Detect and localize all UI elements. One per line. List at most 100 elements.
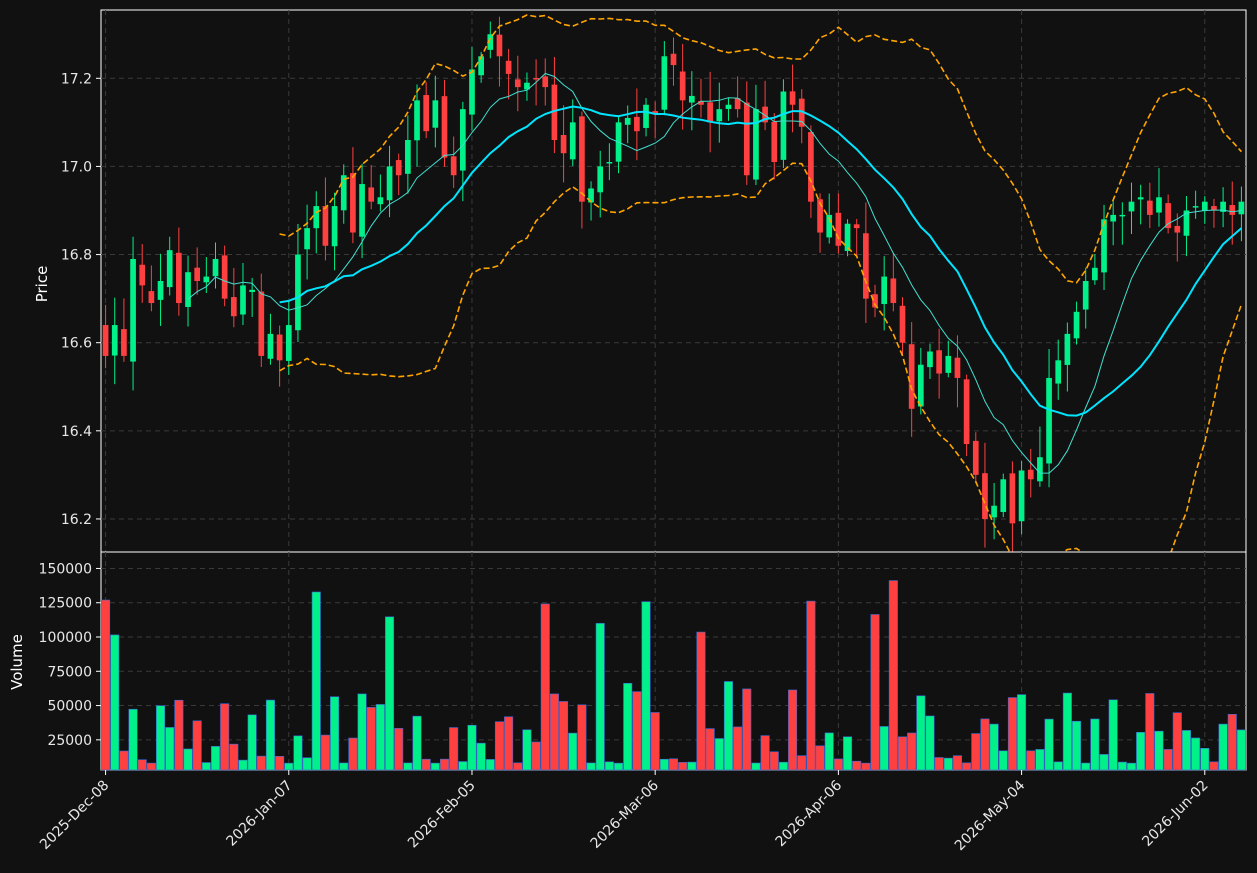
candle-body xyxy=(634,116,640,132)
volume-bar xyxy=(888,580,898,771)
candle xyxy=(1082,267,1089,329)
candle-body xyxy=(505,60,512,74)
candle xyxy=(139,243,146,303)
candle-body xyxy=(808,132,814,202)
sma-fast-line xyxy=(187,72,1242,474)
candle-body xyxy=(652,111,659,114)
candle xyxy=(524,72,530,101)
price-panel: 16.2 16.4 16.6 16.8 17.0 17.2 Price xyxy=(33,9,1247,553)
candle-body xyxy=(670,53,677,66)
volume-axis-label: Volume xyxy=(8,634,26,690)
volume-bar xyxy=(339,762,349,771)
volume-bar xyxy=(174,699,184,771)
candle-body xyxy=(533,78,539,80)
candle xyxy=(1220,187,1226,228)
volume-bar xyxy=(595,623,605,771)
volume-bar xyxy=(824,732,834,771)
candle xyxy=(972,432,979,484)
candle-body xyxy=(927,351,933,368)
volume-bar xyxy=(659,758,669,771)
volume-bar xyxy=(101,599,111,771)
candle xyxy=(634,88,640,161)
candle-body xyxy=(1201,201,1208,212)
candle-body xyxy=(212,258,219,277)
volume-bar xyxy=(1227,714,1237,771)
volume-bar xyxy=(971,733,981,771)
candle-body xyxy=(679,71,686,101)
candle xyxy=(1046,349,1052,488)
candle xyxy=(881,256,888,331)
volume-bar xyxy=(513,762,523,771)
volume-panel-frame xyxy=(100,551,1247,771)
volume-bar xyxy=(229,743,239,771)
candle-body xyxy=(844,223,851,251)
volume-bar xyxy=(375,704,385,771)
volume-bar xyxy=(165,727,175,771)
volume-bar xyxy=(449,727,459,771)
volume-bar xyxy=(1181,730,1191,771)
volume-bar xyxy=(843,736,853,771)
candle-body xyxy=(313,206,320,229)
volume-bar xyxy=(1053,761,1063,771)
candle-body xyxy=(1238,201,1245,215)
volume-bar xyxy=(504,716,514,771)
candle-body xyxy=(469,69,475,115)
candle xyxy=(624,105,631,144)
candle-body xyxy=(817,199,823,233)
volume-bar xyxy=(998,750,1008,771)
candle-body xyxy=(972,440,979,475)
volume-bar xyxy=(1136,732,1146,771)
volume-bar xyxy=(467,724,477,771)
candle xyxy=(560,105,567,183)
candle xyxy=(1055,339,1062,400)
candle-body xyxy=(936,350,942,374)
volume-y-tick-label: 150000 xyxy=(39,561,92,577)
candle xyxy=(863,202,869,323)
volume-grid xyxy=(101,552,1246,770)
candle-body xyxy=(908,344,915,409)
candle-body xyxy=(148,291,155,304)
volume-bar xyxy=(293,735,303,771)
volume-bar xyxy=(256,755,266,771)
candle xyxy=(963,374,970,457)
candle xyxy=(899,297,906,356)
volume-bar xyxy=(1017,694,1027,771)
candle-body xyxy=(853,224,860,229)
volume-bar xyxy=(806,600,816,771)
candle xyxy=(945,340,952,378)
volume-bar xyxy=(668,758,679,771)
candle-body xyxy=(863,233,869,299)
volume-y-ticks: 25000 50000 75000 100000 125000 150000 xyxy=(39,561,101,749)
volume-bar xyxy=(1081,762,1091,771)
candle-body xyxy=(734,98,741,110)
candle xyxy=(743,81,750,185)
volume-bar xyxy=(696,631,706,771)
volume-bar xyxy=(769,751,779,771)
candle xyxy=(753,84,759,186)
candle xyxy=(285,300,292,375)
volume-bar xyxy=(852,760,862,771)
candle xyxy=(148,265,155,312)
volume-bar xyxy=(1044,718,1054,771)
candle xyxy=(606,143,613,181)
candle xyxy=(166,236,173,296)
candle-body xyxy=(111,325,118,356)
candle-body xyxy=(991,505,997,518)
volume-bar xyxy=(412,715,422,771)
candle xyxy=(505,48,512,100)
volume-bar xyxy=(192,720,202,771)
candle-body xyxy=(450,156,457,176)
candle xyxy=(221,245,228,307)
volume-bar xyxy=(861,762,871,771)
candle-body xyxy=(496,34,503,57)
candle xyxy=(1211,198,1217,228)
candle xyxy=(643,98,649,137)
candle xyxy=(267,313,274,365)
candle xyxy=(597,150,604,218)
candle xyxy=(405,115,411,194)
volume-bar xyxy=(907,732,917,771)
candle xyxy=(1146,182,1153,229)
price-y-tick-label: 16.2 xyxy=(61,512,92,528)
candle-body xyxy=(780,91,787,160)
candle-body xyxy=(954,357,961,378)
